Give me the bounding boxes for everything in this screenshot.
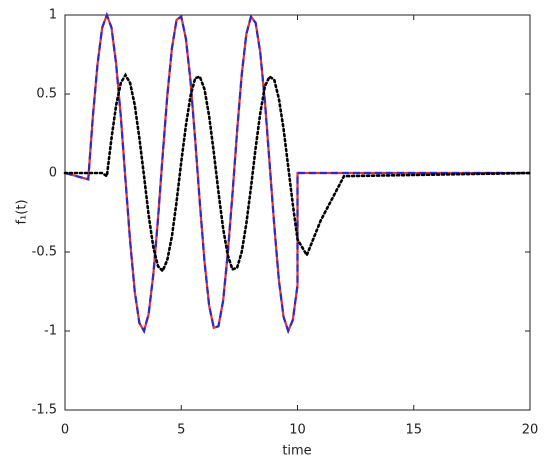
line-series [64,11,530,335]
y-tick-label: 0 [49,166,57,181]
y-tick-label: 0.5 [36,87,57,102]
y-tick-label: -1.5 [32,403,57,418]
line-series [64,11,530,335]
x-tick-label: 5 [177,423,185,438]
y-tick-label: 1 [49,8,57,23]
line-series [63,72,532,274]
y-tick-label: -1 [44,324,57,339]
x-tick-label: 20 [522,423,539,438]
x-axis-label: time [282,444,311,459]
x-tick-label: 15 [405,423,422,438]
x-tick-label: 0 [61,423,69,438]
y-tick-label: -0.5 [32,245,57,260]
x-tick-label: 10 [289,423,306,438]
y-axis-label: f₁(t) [15,199,30,224]
